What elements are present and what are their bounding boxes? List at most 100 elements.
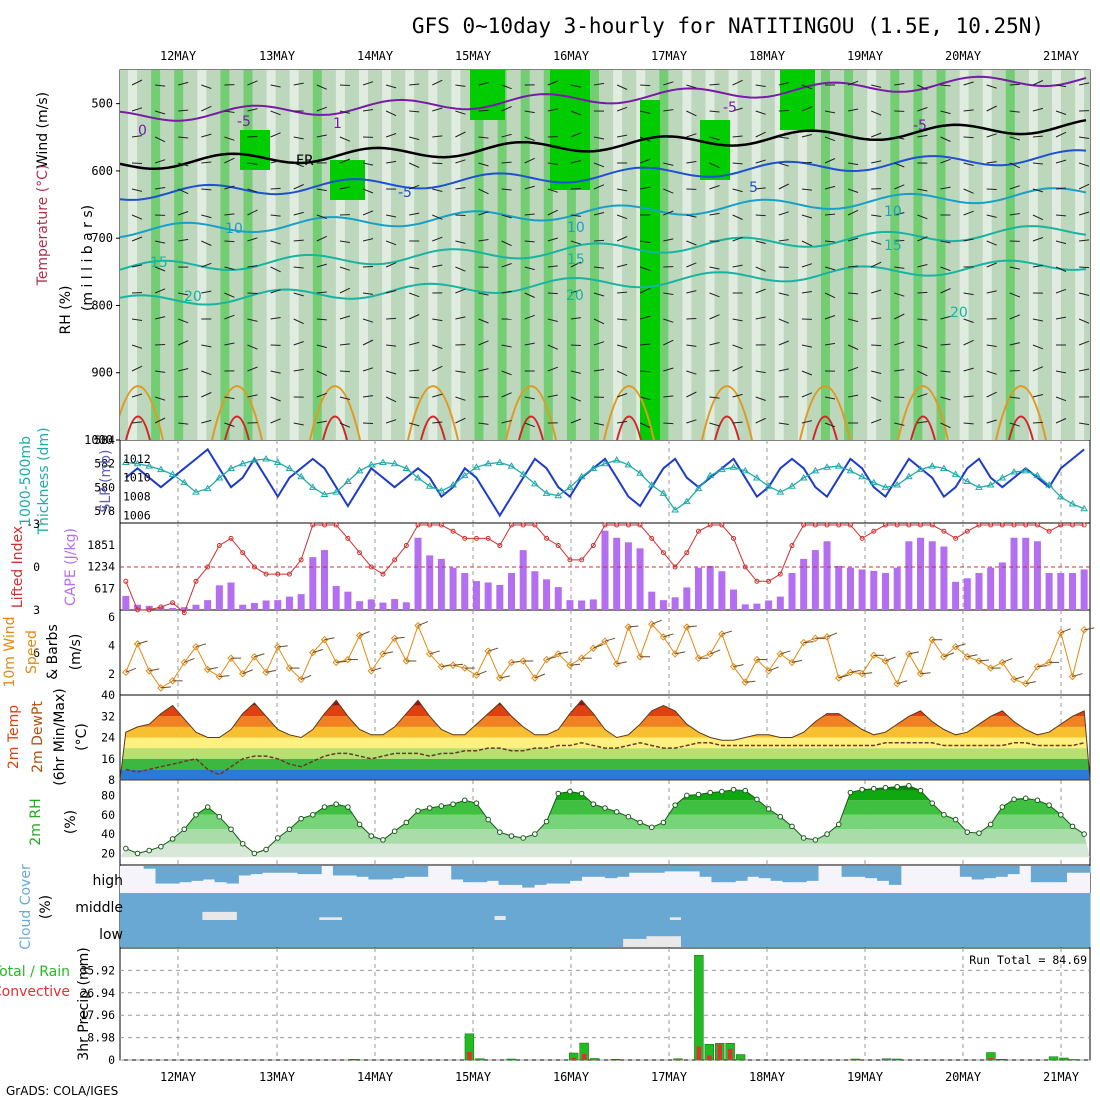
wind10-barb <box>453 663 464 666</box>
hot-lobe <box>616 415 642 440</box>
wind-barb <box>524 136 535 141</box>
cape-bar <box>344 591 352 610</box>
wind-barb <box>178 162 189 167</box>
cape-bar <box>963 578 971 610</box>
wind-barb <box>709 342 720 346</box>
wind10-barb <box>417 621 429 627</box>
cloud-bar-high <box>498 866 511 885</box>
thickness-point <box>507 462 516 469</box>
wind-barb <box>1032 394 1044 398</box>
cape-bar <box>928 541 936 610</box>
warm-lobe <box>799 385 851 440</box>
wind-barb <box>432 135 443 138</box>
rh-tick-label: 80 <box>101 788 115 802</box>
wind-barb <box>316 370 328 376</box>
wind-barb <box>501 161 512 164</box>
thickness-point <box>530 479 539 487</box>
thickness-point <box>1021 466 1030 474</box>
wind-barb <box>316 106 327 112</box>
wind10-point <box>893 679 901 688</box>
cloud-bar-high <box>1007 866 1020 875</box>
cloud-bar-low <box>867 920 881 947</box>
cape-bar <box>367 599 375 610</box>
wind-barb <box>131 421 143 424</box>
wind-barb <box>963 109 974 112</box>
wind-barb <box>362 210 374 216</box>
cloud-bar-low <box>1054 920 1068 947</box>
wind-barb <box>801 188 812 191</box>
wind-barb <box>501 106 512 112</box>
cloud-bar-high <box>261 866 275 873</box>
wind-barb <box>362 395 374 398</box>
cloud-bar-low <box>1043 920 1056 947</box>
wind-barb <box>131 188 143 192</box>
precip-conv-bar <box>738 1059 743 1060</box>
wind-barb <box>963 238 974 242</box>
lifted-point <box>882 522 888 528</box>
cape-bar <box>846 567 854 610</box>
wind-barb <box>1078 82 1090 86</box>
cape-bar <box>215 585 223 610</box>
cloud-bar-high <box>794 866 807 883</box>
wind-barb <box>316 235 328 242</box>
lifted-point <box>357 550 363 556</box>
wind-barb <box>663 339 674 346</box>
thickness-point <box>741 466 750 474</box>
wind-barb <box>940 396 951 401</box>
wind-barb <box>801 106 813 112</box>
cape-bar <box>274 600 282 610</box>
wind-barb <box>616 84 628 90</box>
wind-barb <box>1009 342 1020 346</box>
wind-barb <box>339 158 351 164</box>
wind-barb <box>848 162 859 166</box>
cloud-bar-middle <box>330 893 343 918</box>
wind-barb <box>154 266 166 272</box>
precip-conv-bar <box>988 1058 994 1060</box>
lifted-point <box>473 535 479 541</box>
wind-barb <box>824 240 836 243</box>
hot-lobe <box>518 415 544 440</box>
rh-point <box>567 788 573 795</box>
contour-label: 15 <box>884 238 902 254</box>
wind-barb <box>778 368 789 372</box>
cloud-bar-low <box>821 920 834 947</box>
cloud-bar-low <box>809 920 822 947</box>
rh-column <box>197 70 207 440</box>
wind-barb <box>154 159 166 164</box>
rh-column <box>1028 70 1038 440</box>
rh-point <box>789 823 795 830</box>
thickness-point <box>577 472 586 480</box>
thickness-point <box>998 473 1007 481</box>
wind-barb <box>801 134 813 138</box>
wind-barb <box>501 290 512 294</box>
wind10-point <box>1022 679 1030 688</box>
wind-barb <box>686 133 697 138</box>
wind-barb <box>155 84 166 87</box>
cloud-bar-low <box>984 920 998 947</box>
cloud-bar-low <box>786 920 799 947</box>
wind10-point <box>764 667 773 675</box>
wind10-point <box>122 668 130 677</box>
rh-column <box>266 70 276 440</box>
wind-barb <box>1055 396 1067 402</box>
wind10-point <box>963 653 971 661</box>
pressure-tick-label: 900 <box>91 366 113 380</box>
cloud-bar-high <box>167 866 180 884</box>
cloud-bar-high <box>285 866 299 873</box>
cloud-bar-middle <box>727 893 740 920</box>
rh-point <box>239 840 246 847</box>
cloud-bar-high <box>699 866 713 877</box>
wind-barb <box>362 81 374 86</box>
cape-bar <box>1045 572 1053 610</box>
cloud-bar-low <box>236 920 250 947</box>
cloud-bar-high <box>179 866 192 883</box>
lifted-point <box>216 543 222 549</box>
lifted-point <box>684 550 690 556</box>
cloud-bar-low <box>342 920 355 947</box>
wind10-barb <box>768 666 779 672</box>
wind-barb <box>201 133 212 138</box>
wind-barb <box>1078 292 1090 296</box>
cloud-bar-low <box>131 920 144 947</box>
pressure-tick-label: 1000 <box>84 433 113 447</box>
wind-barb <box>432 421 443 424</box>
